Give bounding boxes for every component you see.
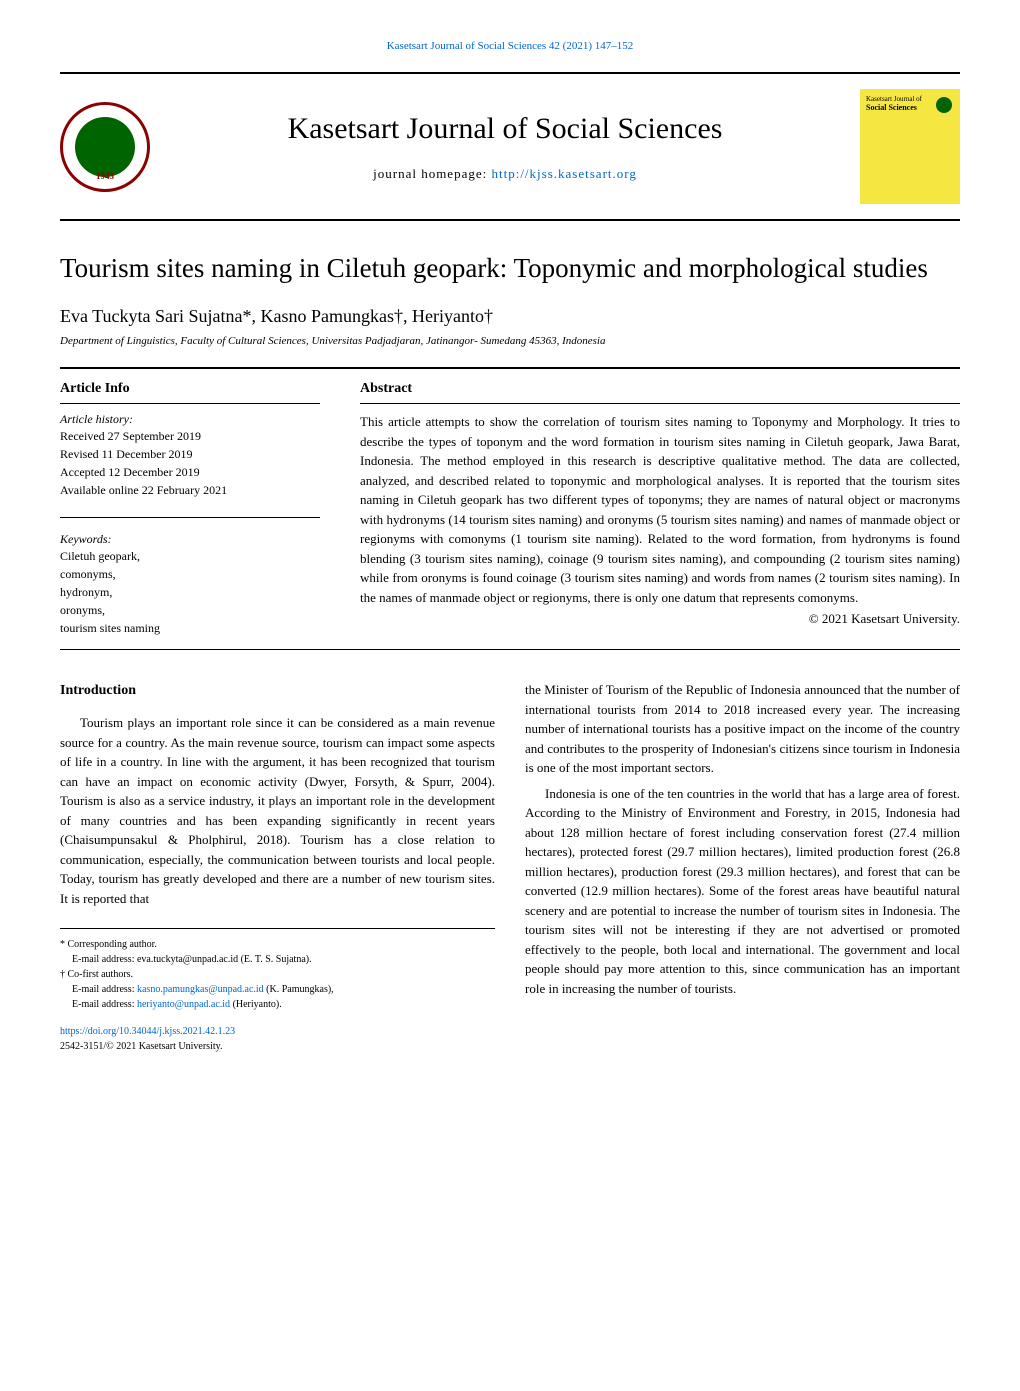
body-two-column: Introduction Tourism plays an important … <box>60 680 960 1054</box>
page-header-citation: Kasetsart Journal of Social Sciences 42 … <box>60 40 960 52</box>
journal-title: Kasetsart Journal of Social Sciences <box>165 112 845 146</box>
revised-date: Revised 11 December 2019 <box>60 445 320 463</box>
cofirst-email-2: E-mail address: kasno.pamungkas@unpad.ac… <box>60 982 495 997</box>
cofirst-authors-label: † Co-first authors. <box>60 967 495 982</box>
corresponding-author-email: E-mail address: eva.tuckyta@unpad.ac.id … <box>60 952 495 967</box>
article-info-heading: Article Info <box>60 381 320 404</box>
journal-header: 1943 Kasetsart Journal of Social Science… <box>60 72 960 221</box>
doi-link[interactable]: https://doi.org/10.34044/j.kjss.2021.42.… <box>60 1026 235 1037</box>
cofirst-email-3: E-mail address: heriyanto@unpad.ac.id (H… <box>60 997 495 1012</box>
doi-block: https://doi.org/10.34044/j.kjss.2021.42.… <box>60 1024 495 1054</box>
article-history-label: Article history: <box>60 412 320 427</box>
keywords-list: Ciletuh geopark, comonyms, hydronym, oro… <box>60 547 320 637</box>
journal-title-block: Kasetsart Journal of Social Sciences jou… <box>165 112 845 182</box>
email3-link[interactable]: heriyanto@unpad.ac.id <box>137 999 230 1010</box>
journal-cover-thumbnail: Kasetsart Journal of Social Sciences <box>860 89 960 204</box>
issn-copyright: 2542-3151/© 2021 Kasetsart University. <box>60 1039 495 1054</box>
keywords-block: Keywords: Ciletuh geopark, comonyms, hyd… <box>60 517 320 637</box>
email2-link[interactable]: kasno.pamungkas@unpad.ac.id <box>137 984 264 995</box>
corresponding-author-label: * Corresponding author. <box>60 937 495 952</box>
email2-suffix: (K. Pamungkas), <box>264 984 334 995</box>
intro-paragraph-1: Tourism plays an important role since it… <box>60 713 495 908</box>
info-abstract-row: Article Info Article history: Received 2… <box>60 367 960 650</box>
abstract-heading: Abstract <box>360 381 960 403</box>
abstract-block: Abstract This article attempts to show t… <box>340 369 960 649</box>
email3-suffix: (Heriyanto). <box>230 999 282 1010</box>
available-date: Available online 22 February 2021 <box>60 481 320 499</box>
university-logo: 1943 <box>60 102 150 192</box>
homepage-link[interactable]: http://kjss.kasetsart.org <box>491 166 636 181</box>
email3-prefix: E-mail address: <box>72 999 137 1010</box>
cover-badge-icon <box>936 97 952 113</box>
abstract-text: This article attempts to show the correl… <box>360 403 960 607</box>
body-right-p2: Indonesia is one of the ten countries in… <box>525 784 960 999</box>
article-info-block: Article Info Article history: Received 2… <box>60 369 340 649</box>
footnotes-block: * Corresponding author. E-mail address: … <box>60 928 495 1054</box>
email2-prefix: E-mail address: <box>72 984 137 995</box>
keywords-label: Keywords: <box>60 532 320 547</box>
body-column-right: the Minister of Tourism of the Republic … <box>525 680 960 1054</box>
received-date: Received 27 September 2019 <box>60 427 320 445</box>
introduction-heading: Introduction <box>60 680 495 701</box>
homepage-label: journal homepage: <box>373 166 491 181</box>
abstract-copyright: © 2021 Kasetsart University. <box>360 611 960 627</box>
affiliation: Department of Linguistics, Faculty of Cu… <box>60 335 960 347</box>
authors: Eva Tuckyta Sari Sujatna*, Kasno Pamungk… <box>60 306 960 327</box>
journal-homepage: journal homepage: http://kjss.kasetsart.… <box>165 166 845 182</box>
accepted-date: Accepted 12 December 2019 <box>60 463 320 481</box>
logo-year: 1943 <box>96 171 114 181</box>
body-right-p1: the Minister of Tourism of the Republic … <box>525 680 960 778</box>
body-column-left: Introduction Tourism plays an important … <box>60 680 495 1054</box>
article-title: Tourism sites naming in Ciletuh geopark:… <box>60 251 960 286</box>
